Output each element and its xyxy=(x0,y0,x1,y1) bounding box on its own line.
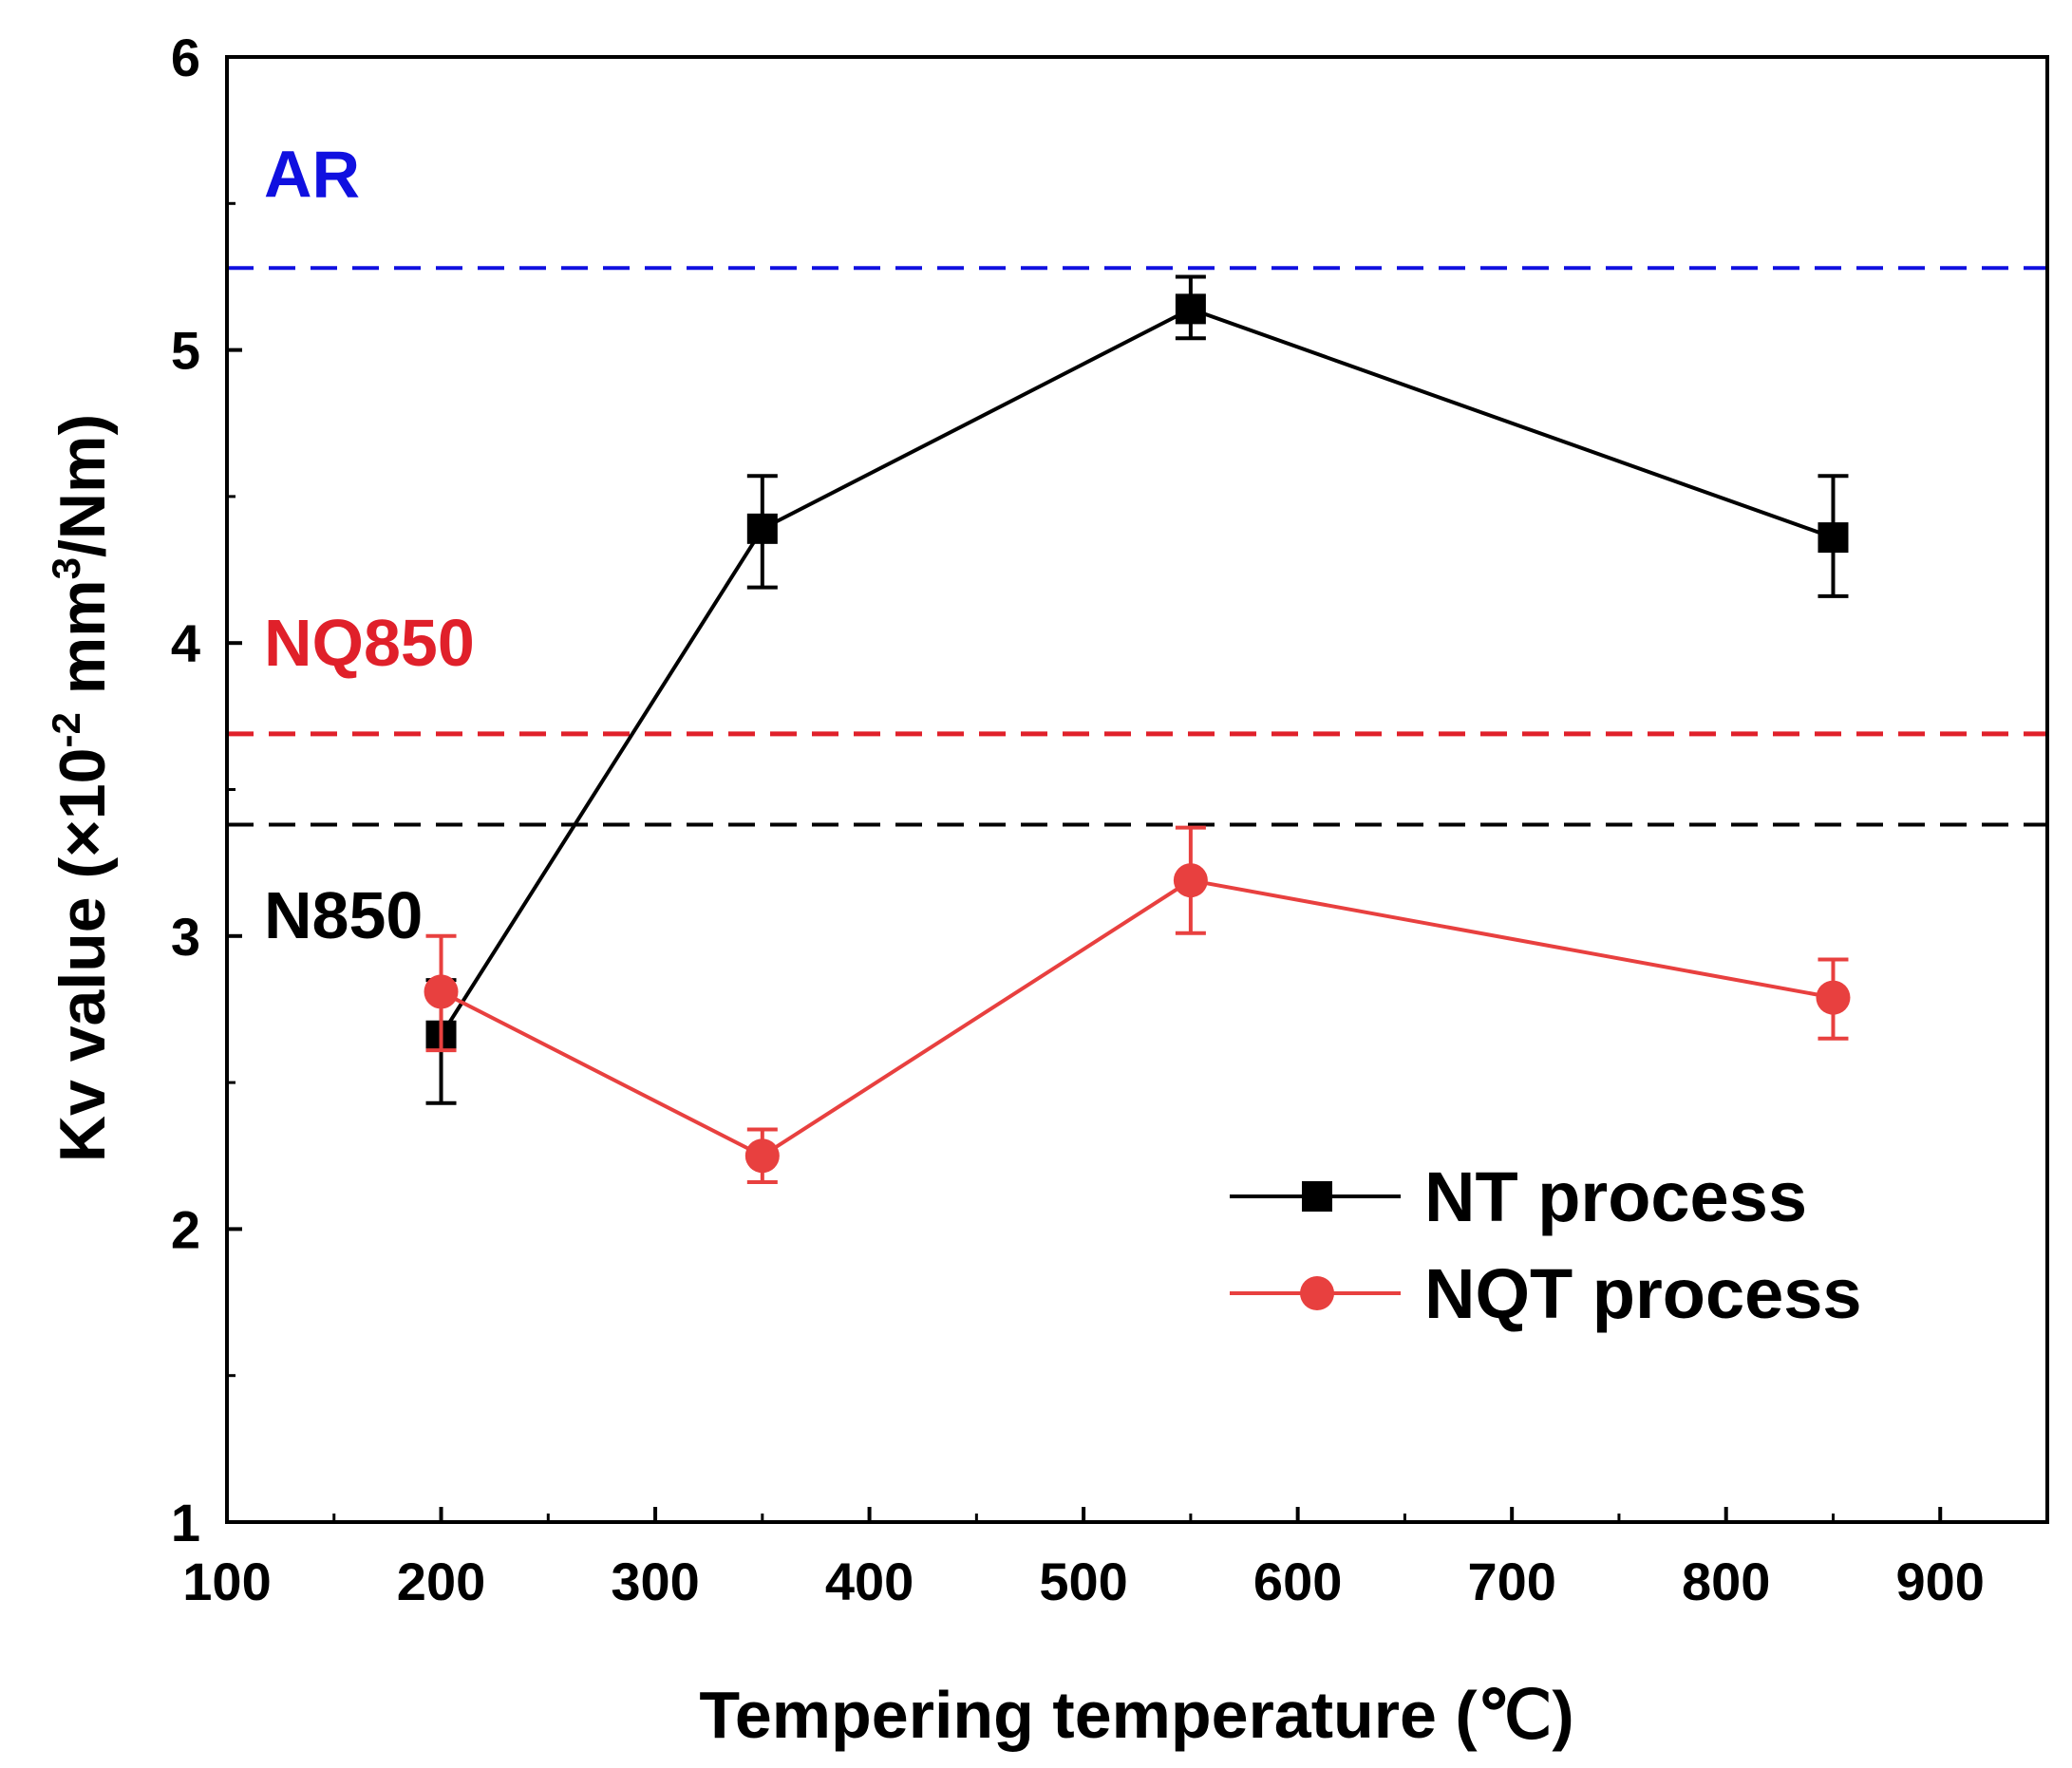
legend: NT process NQT process xyxy=(1230,1157,1862,1333)
x-tick-label: 800 xyxy=(1682,1552,1770,1611)
data-point-square xyxy=(1818,522,1849,554)
legend-marker-circle xyxy=(1300,1276,1334,1310)
y-tick-label: 3 xyxy=(171,907,200,967)
reference-label-ar: AR xyxy=(264,137,360,211)
y-label-sup: 3 xyxy=(44,557,88,579)
reference-label-n850: N850 xyxy=(264,878,423,952)
y-label-part: mm xyxy=(47,579,119,712)
data-point-square xyxy=(746,513,778,544)
legend-label: NT process xyxy=(1424,1157,1807,1236)
series-group xyxy=(424,274,1851,1185)
x-tick-label: 200 xyxy=(397,1552,485,1611)
y-label-sup: -2 xyxy=(44,712,88,747)
series-line-1 xyxy=(440,878,1834,1158)
x-tick-label: 400 xyxy=(825,1552,914,1611)
y-tick-label: 6 xyxy=(171,28,200,87)
data-point-circle xyxy=(1173,863,1208,898)
legend-marker-square xyxy=(1302,1181,1332,1212)
x-tick-label: 900 xyxy=(1896,1552,1985,1611)
data-point-circle xyxy=(744,1138,780,1174)
x-tick-label: 700 xyxy=(1467,1552,1555,1611)
y-label-part: Kv value (×10 xyxy=(47,748,119,1163)
x-tick-label: 300 xyxy=(611,1552,699,1611)
series-line-0 xyxy=(439,307,1835,1037)
data-point-square xyxy=(1175,293,1206,325)
reference-lines: AR NQ850 N850 xyxy=(227,137,2047,952)
y-tick-label: 5 xyxy=(171,321,200,381)
axes: 100 200 300 400 500 600 700 800 900 1 2 3 4 5 6 xyxy=(171,28,1985,1611)
x-tick-label: 500 xyxy=(1039,1552,1127,1611)
x-axis-label: Tempering temperature (℃) xyxy=(699,1678,1573,1752)
data-point-circle xyxy=(1816,980,1851,1015)
x-tick-label: 600 xyxy=(1253,1552,1342,1611)
y-axis-label: Kv value (×10-2 mm3/Nm) xyxy=(44,414,119,1162)
y-tick-label: 4 xyxy=(171,613,200,673)
y-tick-label: 2 xyxy=(171,1199,200,1259)
reference-label-nq850: NQ850 xyxy=(264,606,475,680)
data-point-circle xyxy=(424,974,459,1009)
x-tick-label: 100 xyxy=(182,1552,271,1611)
y-label-part: /Nm) xyxy=(47,414,119,557)
legend-label: NQT process xyxy=(1424,1254,1862,1333)
y-tick-label: 1 xyxy=(171,1493,200,1552)
